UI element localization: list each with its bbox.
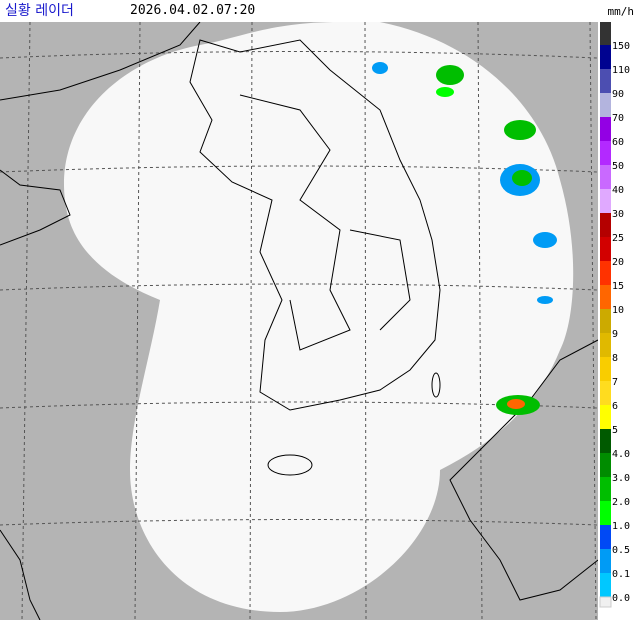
unit-label: mm/h [608, 5, 635, 18]
legend-label: 15 [612, 281, 624, 292]
radar-coverage [63, 22, 574, 612]
legend-swatch [600, 501, 611, 525]
legend-swatch [600, 381, 611, 405]
legend-label: 0.1 [612, 569, 630, 580]
legend-swatch [600, 261, 611, 285]
legend-label: 9 [612, 329, 618, 340]
legend-swatch [600, 189, 611, 213]
legend-label: 5 [612, 425, 618, 436]
legend-label: 3.0 [612, 473, 630, 484]
legend-swatch [600, 141, 611, 165]
legend-swatch [600, 549, 611, 573]
rain-echo [436, 87, 454, 97]
legend-label: 110 [612, 65, 630, 76]
timestamp: 2026.04.02.07:20 [130, 3, 255, 18]
legend-label: 50 [612, 161, 624, 172]
legend-label: 70 [612, 113, 624, 124]
legend-label: 2.0 [612, 497, 630, 508]
rain-echo [372, 62, 388, 74]
legend-swatch [600, 453, 611, 477]
legend-label: 60 [612, 137, 624, 148]
rain-echo [504, 120, 536, 140]
header-bar [0, 0, 635, 22]
legend: 150 110 90 70 60 50 40 30 25 20 15 10 9 8 7 6 5 4.0 3.0 2.0… [599, 22, 630, 608]
legend-label: 40 [612, 185, 624, 196]
legend-swatch [600, 69, 611, 93]
legend-swatch [600, 213, 611, 237]
legend-swatch [600, 309, 611, 333]
legend-swatch [600, 45, 611, 69]
legend-label: 30 [612, 209, 624, 220]
legend-swatch [600, 237, 611, 261]
legend-swatch [600, 405, 611, 429]
legend-swatch [600, 22, 611, 45]
legend-swatch [600, 285, 611, 309]
legend-swatch [599, 596, 612, 608]
rain-echo [507, 399, 525, 409]
legend-swatch [600, 117, 611, 141]
legend-swatch [600, 93, 611, 117]
legend-label: 90 [612, 89, 624, 100]
legend-swatch [600, 525, 611, 549]
legend-label: 150 [612, 41, 630, 52]
legend-label: 0.5 [612, 545, 630, 556]
legend-label: 4.0 [612, 449, 630, 460]
coastlines [0, 21, 599, 620]
legend-label: 0.0 [612, 593, 630, 604]
rain-echo [537, 296, 553, 304]
legend-swatch [600, 573, 611, 597]
legend-label: 1.0 [612, 521, 630, 532]
rain-echo [533, 232, 557, 248]
legend-label: 6 [612, 401, 618, 412]
legend-label: 20 [612, 257, 624, 268]
rain-echoes [372, 62, 557, 415]
legend-label: 10 [612, 305, 624, 316]
rain-echo [512, 170, 532, 186]
legend-swatch [600, 357, 611, 381]
legend-swatch [600, 333, 611, 357]
legend-label: 25 [612, 233, 624, 244]
legend-swatch [600, 477, 611, 501]
legend-swatch [600, 165, 611, 189]
legend-swatch [600, 429, 611, 453]
grid-lines [0, 21, 599, 620]
legend-label: 8 [612, 353, 618, 364]
title: 실황 레이더 [5, 3, 74, 19]
rain-echo [436, 65, 464, 85]
legend-label: 7 [612, 377, 618, 388]
